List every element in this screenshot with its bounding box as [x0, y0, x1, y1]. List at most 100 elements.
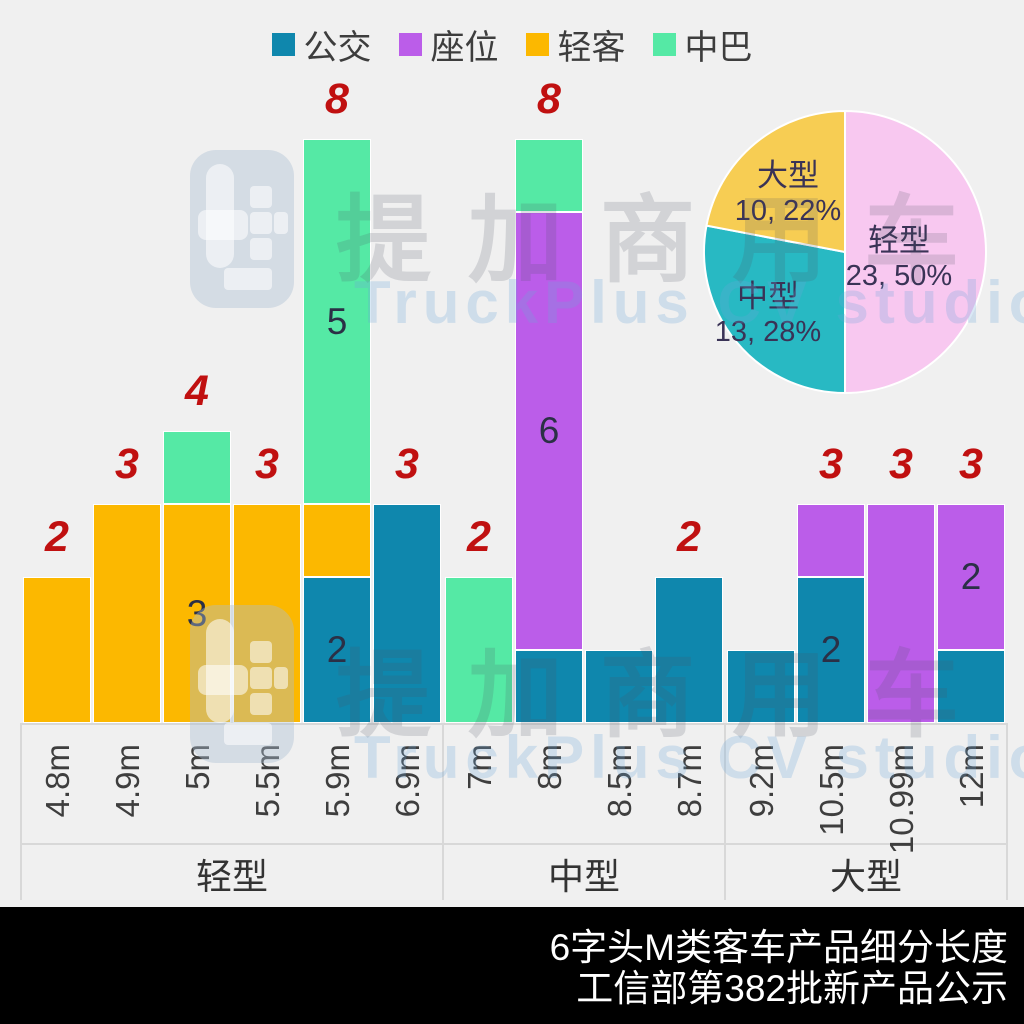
pie-slice-轻型: [844, 109, 987, 395]
bar-total-label: 8: [537, 75, 561, 123]
truckplus-logo-icon: [190, 150, 294, 308]
axis-group-divider: [724, 723, 726, 900]
axis-group-divider: [442, 723, 444, 900]
pie-slice-name: 大型: [756, 158, 819, 193]
footer-line2: 工信部第382批新产品公示: [576, 968, 1008, 1009]
pie-slice-value: 23, 50%: [845, 260, 953, 292]
axis-tick-label: 4.8m: [39, 744, 76, 818]
axis-tick-label: 8.5m: [601, 744, 638, 818]
axis-tick-label: 5m: [179, 744, 216, 790]
pie-slice-label-中型: 中型 13, 28%: [715, 278, 821, 350]
legend-item-公交: 公交: [271, 20, 372, 69]
pie-slice-value: 13, 28%: [714, 316, 822, 348]
bar-segment-公交: 2: [797, 577, 865, 723]
bar-segment-中巴: 5: [303, 139, 371, 504]
group-label-轻型: 轻型: [195, 856, 268, 897]
bar-5.5m: [233, 504, 301, 723]
bar-total-label: 3: [959, 440, 983, 488]
segment-value-label: 2: [820, 629, 842, 670]
axis-row-divider: [20, 843, 1008, 845]
legend-swatch-icon: [271, 33, 295, 56]
bar-segment-公交: [585, 650, 653, 723]
bar-4.8m: [23, 577, 91, 723]
pie-slice-name: 轻型: [867, 223, 930, 258]
axis-tick-label: 5.5m: [249, 744, 286, 818]
bar-segment-公交: [937, 650, 1005, 723]
legend: 公交 座位 轻客 中巴: [0, 20, 1024, 69]
bar-segment-轻客: 3: [163, 504, 231, 723]
bar-8m: 6: [515, 139, 583, 723]
pie-slice-name: 中型: [736, 279, 799, 314]
legend-item-轻客: 轻客: [525, 20, 626, 69]
bar-total-label: 4: [185, 367, 209, 415]
bar-total-label: 8: [325, 75, 349, 123]
segment-value-label: 2: [960, 556, 982, 597]
bar-segment-中巴: [515, 139, 583, 212]
axis-tick-label: 7m: [461, 744, 498, 790]
segment-value-label: 2: [326, 629, 348, 670]
bar-10.5m: 2: [797, 504, 865, 723]
legend-swatch-icon: [652, 33, 676, 56]
bar-segment-轻客: [93, 504, 161, 723]
bar-segment-座位: 6: [515, 212, 583, 650]
axis-tick-label: 8m: [531, 744, 568, 790]
bar-total-label: 3: [395, 440, 419, 488]
bar-segment-公交: [655, 577, 723, 723]
segment-value-label: 3: [186, 592, 208, 634]
bar-9.2m: [727, 650, 795, 723]
legend-item-中巴: 中巴: [652, 20, 753, 69]
legend-item-座位: 座位: [398, 20, 499, 69]
bar-total-label: 2: [677, 513, 701, 561]
axis-tick-label: 4.9m: [109, 744, 146, 818]
bar-segment-座位: 2: [937, 504, 1005, 650]
pie-slice-中型: [703, 224, 846, 395]
bar-segment-中巴: [445, 577, 513, 723]
axis-tick-label: 10.5m: [813, 744, 850, 836]
bar-segment-轻客: [233, 504, 301, 723]
bar-total-label: 3: [819, 440, 843, 488]
axis-tick-label: 6.9m: [389, 744, 426, 818]
bar-segment-轻客: [23, 577, 91, 723]
legend-item-label: 座位: [430, 29, 499, 67]
axis-tick-label: 8.7m: [671, 744, 708, 818]
legend-item-label: 轻客: [557, 29, 626, 67]
bar-total-label: 3: [255, 440, 279, 488]
pie-slice-大型: [705, 109, 846, 254]
bar-segment-座位: [797, 504, 865, 577]
bar-12m: 2: [937, 504, 1005, 723]
legend-item-label: 中巴: [684, 29, 753, 67]
group-label-大型: 大型: [829, 856, 902, 897]
group-label-中型: 中型: [547, 856, 620, 897]
footer-line1: 6字头M类客车产品细分长度: [549, 927, 1008, 968]
bar-segment-公交: [373, 504, 441, 723]
bar-8.7m: [655, 577, 723, 723]
pie-slice-label-轻型: 轻型 23, 50%: [846, 222, 952, 294]
bar-4.9m: [93, 504, 161, 723]
legend-item-label: 公交: [303, 29, 372, 67]
bar-segment-中巴: [163, 431, 231, 504]
legend-swatch-icon: [398, 33, 422, 56]
bar-segment-公交: [515, 650, 583, 723]
footer-caption: 6字头M类客车产品细分长度 工信部第382批新产品公示: [0, 907, 1024, 1024]
bar-total-label: 2: [45, 513, 69, 561]
legend-swatch-icon: [525, 33, 549, 56]
bar-7m: [445, 577, 513, 723]
axis-tick-label: 10.99m: [883, 744, 920, 855]
bar-5m: 3: [163, 431, 231, 723]
segment-value-label: 6: [538, 410, 560, 451]
bar-segment-座位: [867, 504, 935, 723]
x-axis-line: [20, 723, 1008, 725]
axis-tick-label: 5.9m: [319, 744, 356, 818]
pie-slice-label-大型: 大型 10, 22%: [735, 157, 841, 229]
pie-slice-value: 10, 22%: [734, 195, 842, 227]
bar-10.99m: [867, 504, 935, 723]
bar-segment-轻客: [303, 504, 371, 577]
axis-tick-label: 12m: [953, 744, 990, 809]
bar-total-label: 3: [115, 440, 139, 488]
axis-group-divider: [20, 723, 22, 900]
bar-segment-公交: [727, 650, 795, 723]
bar-total-label: 2: [467, 513, 491, 561]
bar-segment-公交: 2: [303, 577, 371, 723]
